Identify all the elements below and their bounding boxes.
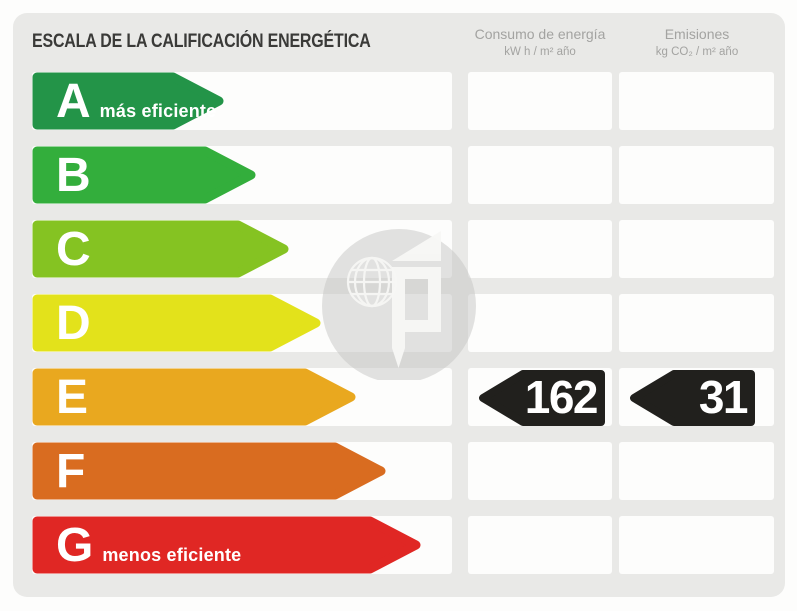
emissions-cell-A: [619, 72, 774, 130]
rating-arrow-icon: [32, 516, 421, 574]
emissions-unit: kg CO₂ / m² año: [655, 46, 739, 58]
emissions-value-flag: 31: [625, 369, 760, 427]
consumption-value: 162: [524, 371, 599, 423]
rating-bar-F: F: [32, 442, 387, 500]
emissions-cell-B: [619, 146, 774, 204]
emissions-cell-D: [619, 294, 774, 352]
column-header-emissions: Emisiones kg CO₂ / m² año: [612, 26, 782, 60]
consumption-unit: kW h / m² año: [504, 46, 576, 58]
emissions-label: Emisiones: [664, 26, 730, 42]
column-header-consumption: Consumo de energía kW h / m² año: [455, 26, 625, 60]
rating-letter-A: A: [56, 75, 91, 128]
rating-letter-D: D: [56, 297, 91, 350]
rating-letter-E: E: [56, 371, 89, 424]
rating-arrow-icon: [32, 442, 386, 500]
rating-letter-F: F: [56, 445, 86, 498]
rating-arrow-icon: [32, 220, 289, 278]
rating-arrow-icon: [32, 146, 256, 204]
consumption-cell-F: [468, 442, 612, 500]
consumption-cell-G: [468, 516, 612, 574]
consumption-label: Consumo de energía: [474, 26, 606, 42]
rating-bar-E: E: [32, 368, 357, 426]
rating-bar-D: D: [32, 294, 322, 352]
rating-letter-C: C: [56, 223, 91, 276]
rating-bar-G: G menos eficiente: [32, 516, 422, 574]
emissions-value: 31: [698, 371, 749, 423]
value-arrow-icon: [630, 370, 755, 426]
rating-bar-C: C: [32, 220, 290, 278]
rating-bar-B: B: [32, 146, 257, 204]
consumption-value-flag: 162: [474, 369, 610, 427]
consumption-cell-A: [468, 72, 612, 130]
rating-arrow-icon: [32, 294, 321, 352]
rating-arrow-icon: [32, 368, 356, 426]
emissions-cell-C: [619, 220, 774, 278]
rating-letter-G: G: [56, 519, 94, 572]
value-arrow-icon: [479, 370, 605, 426]
rating-letter-B: B: [56, 149, 91, 202]
rating-note-G: menos eficiente: [102, 545, 242, 565]
rating-note-A: más eficiente: [99, 101, 217, 121]
page-title: ESCALA DE LA CALIFICACIÓN ENERGÉTICA: [32, 31, 371, 52]
consumption-cell-D: [468, 294, 612, 352]
emissions-cell-G: [619, 516, 774, 574]
rating-arrow-icon: [32, 72, 224, 130]
rating-bar-A: A más eficiente: [32, 72, 225, 130]
consumption-cell-C: [468, 220, 612, 278]
consumption-cell-B: [468, 146, 612, 204]
emissions-cell-F: [619, 442, 774, 500]
